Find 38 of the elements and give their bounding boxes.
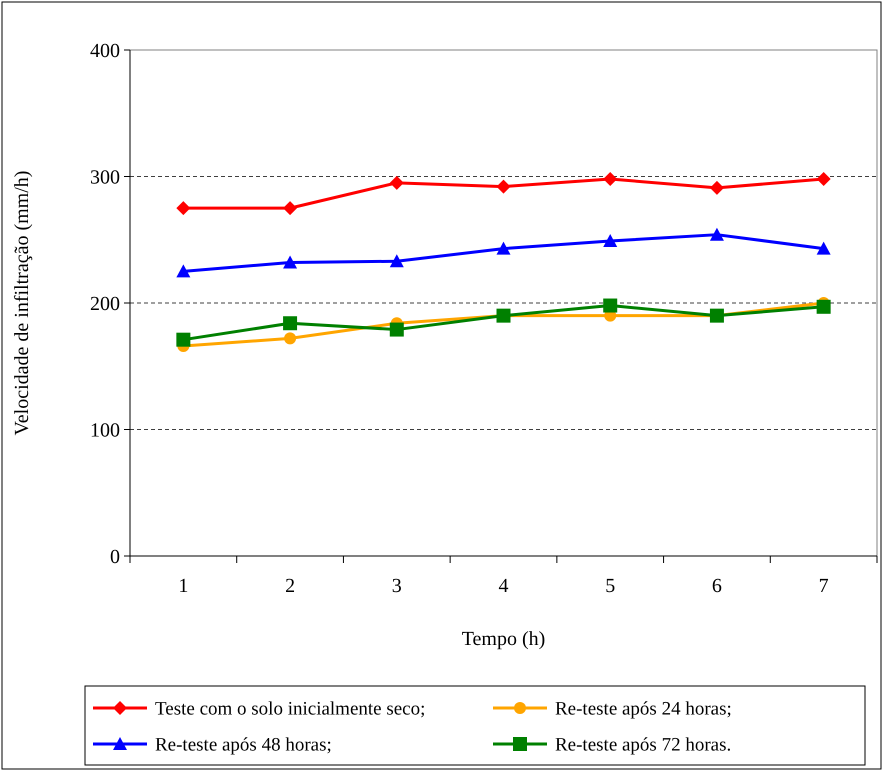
point — [390, 176, 404, 190]
x-tick-label: 6 — [712, 575, 722, 597]
point — [603, 172, 618, 186]
legend-label: Re-teste após 24 horas; — [555, 698, 732, 720]
legend-label: Re-teste após 72 horas. — [555, 734, 732, 756]
point — [496, 180, 510, 194]
point — [710, 228, 724, 241]
x-tick-label: 3 — [392, 575, 402, 597]
y-tick-label: 100 — [90, 420, 120, 442]
x-axis-title: Tempo (h) — [462, 628, 546, 650]
x-tick-label: 7 — [818, 575, 829, 597]
point — [283, 201, 298, 216]
point — [390, 254, 404, 268]
y-axis-title: Velocidade de infiltração (mm/h) — [11, 170, 33, 436]
point — [283, 316, 298, 330]
y-tick-label: 0 — [110, 546, 120, 568]
point — [710, 180, 724, 195]
point — [176, 264, 190, 278]
legend-label: Teste com o solo inicialmente seco; — [155, 698, 426, 720]
x-tick-label: 2 — [285, 575, 296, 597]
x-tick-label: 5 — [605, 575, 616, 597]
legend-label: Re-teste após 48 horas; — [155, 734, 332, 756]
point — [284, 332, 296, 344]
point — [390, 322, 404, 337]
y-tick-label: 400 — [90, 40, 120, 62]
point — [816, 172, 831, 186]
point — [816, 300, 831, 314]
point — [176, 332, 190, 347]
y-tick-label: 200 — [90, 293, 120, 315]
point — [603, 298, 618, 313]
y-tick-label: 300 — [90, 166, 120, 188]
point — [816, 242, 831, 255]
point — [603, 234, 618, 248]
point — [176, 201, 190, 216]
x-tick-label: 1 — [178, 575, 188, 597]
x-tick-label: 4 — [498, 575, 508, 597]
point — [496, 242, 510, 255]
point — [283, 256, 298, 269]
